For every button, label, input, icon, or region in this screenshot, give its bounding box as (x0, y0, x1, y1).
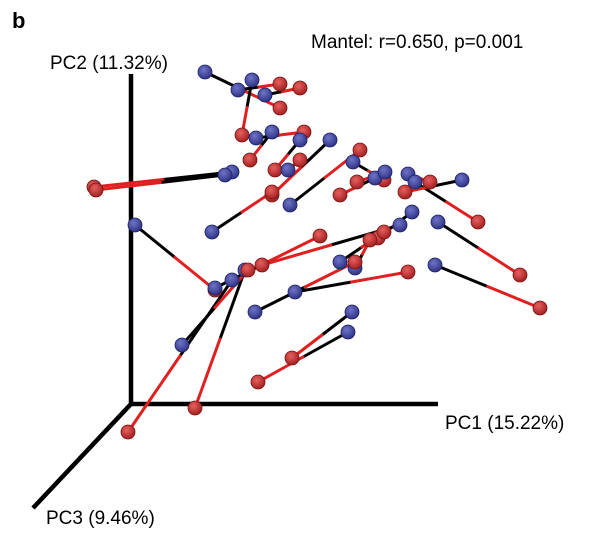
point-red (376, 224, 392, 240)
point-blue (247, 304, 263, 320)
point-red (512, 267, 528, 283)
point-blue (407, 174, 423, 190)
point-red (267, 162, 283, 178)
point-red (347, 254, 363, 270)
pair-segment-red-half (350, 270, 410, 284)
point-blue (127, 217, 143, 233)
point-blue (345, 154, 361, 170)
pair-segment-blue-half (159, 173, 227, 184)
point-red (332, 187, 348, 203)
point-blue (244, 72, 260, 88)
point-blue (340, 324, 356, 340)
pair-segment-blue-half (436, 220, 481, 250)
pair-segment-blue-half (293, 280, 353, 294)
point-blue (377, 164, 393, 180)
point-red (272, 76, 288, 92)
point-red (400, 264, 416, 280)
point-blue (427, 257, 443, 273)
pair-segment-red-half (92, 178, 165, 189)
point-blue (257, 87, 273, 103)
point-blue (280, 162, 296, 178)
pair-segment-blue-half (133, 223, 177, 259)
pair-segment-blue-half (288, 176, 327, 207)
point-red (362, 232, 378, 248)
pair-segment-red-half (173, 256, 217, 292)
pair-segment-red-half (303, 260, 357, 289)
point-blue (174, 337, 190, 353)
point-red (312, 228, 328, 244)
point-blue (207, 280, 223, 296)
axis-label-pc1: PC1 (15.22%) (445, 413, 564, 434)
pair-segment-red-half (266, 234, 322, 264)
point-blue (292, 132, 308, 148)
point-red (352, 142, 368, 158)
point-red (187, 400, 203, 416)
point-blue (322, 132, 338, 148)
pair-segment-blue-half (433, 263, 489, 288)
point-red (250, 374, 266, 390)
point-red (120, 424, 136, 440)
pair-points (86, 64, 548, 440)
point-blue (430, 214, 446, 230)
panel-letter: b (12, 8, 25, 33)
axis-label-pc3: PC3 (9.46%) (46, 508, 155, 529)
point-blue (224, 272, 240, 288)
pair-segment-red-half (477, 247, 522, 277)
point-blue (217, 167, 233, 183)
pair-segments (92, 70, 542, 434)
pair-segment-red-half (126, 354, 182, 434)
axis-label-pc2: PC2 (11.32%) (50, 53, 168, 74)
point-blue (197, 64, 213, 80)
pair-segment-red-half (260, 243, 333, 267)
point-red (272, 100, 288, 116)
pair-segment-red-half (94, 181, 162, 192)
point-blue (230, 82, 246, 98)
point-red (234, 127, 250, 143)
axes (31, 74, 438, 510)
pair-segment-blue-half (301, 330, 350, 359)
point-red (240, 262, 256, 278)
point-blue (287, 284, 303, 300)
point-red (292, 80, 308, 96)
point-red (422, 174, 438, 190)
point-blue (248, 130, 264, 146)
pair-segment-blue-half (218, 268, 247, 341)
point-red (470, 214, 486, 230)
pair-segment-red-half (323, 148, 362, 179)
point-red (284, 350, 300, 366)
point-red (349, 174, 365, 190)
point-blue (404, 204, 420, 220)
point-red (397, 184, 413, 200)
point-blue (264, 124, 280, 140)
point-red (264, 184, 280, 200)
point-blue (332, 254, 348, 270)
pair-segment-red-half (486, 285, 542, 310)
pair-segment-red-half (193, 337, 222, 410)
point-red (242, 152, 258, 168)
mantel-annotation: Mantel: r=0.650, p=0.001 (311, 32, 523, 53)
point-red (88, 182, 104, 198)
point-red (292, 152, 308, 168)
point-red (532, 300, 548, 316)
point-red (254, 257, 270, 273)
point-blue (454, 172, 470, 188)
axis-pc3 (31, 402, 133, 510)
pair-segment-blue-half (180, 306, 217, 347)
point-blue (282, 197, 298, 213)
point-blue (204, 224, 220, 240)
point-blue (344, 304, 360, 320)
point-blue (392, 217, 408, 233)
